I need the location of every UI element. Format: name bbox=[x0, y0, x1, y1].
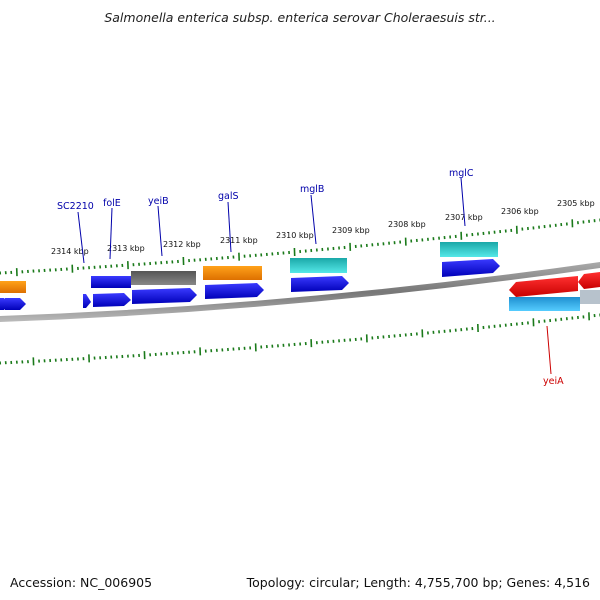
gene-label-folE: folE bbox=[103, 198, 121, 209]
gene-label-mglB: mglB bbox=[300, 184, 324, 195]
feature-yeiA bbox=[509, 276, 578, 297]
kbp-label-2314: 2314 kbp bbox=[51, 247, 89, 256]
gene-label-SC2210: SC2210 bbox=[57, 201, 94, 212]
feature-folE-upper bbox=[91, 276, 131, 288]
feature-orange-left-edge bbox=[0, 281, 26, 293]
reverse-features bbox=[509, 272, 600, 311]
outer-tick-ring bbox=[0, 218, 600, 277]
gene-label-yeiB: yeiB bbox=[148, 196, 169, 207]
genome-summary: Topology: circular; Length: 4,755,700 bp… bbox=[246, 575, 590, 590]
accession-label: Accession: NC_006905 bbox=[10, 575, 153, 590]
feature-folE bbox=[93, 293, 131, 307]
feature-galS-upper bbox=[203, 266, 262, 280]
kbp-label-2306: 2306 kbp bbox=[501, 207, 539, 216]
kbp-label-2311: 2311 kbp bbox=[220, 236, 258, 245]
feature-left-cds bbox=[5, 298, 26, 310]
feature-red-right-edge bbox=[578, 272, 600, 289]
leader-SC2210 bbox=[77, 211, 85, 264]
kbp-label-2312: 2312 kbp bbox=[163, 240, 201, 249]
gene-label-galS: galS bbox=[218, 191, 239, 202]
forward-cds bbox=[0, 259, 500, 310]
kbp-label-2313: 2313 kbp bbox=[107, 244, 145, 253]
leader-folE bbox=[109, 207, 113, 260]
feature-mglC bbox=[442, 259, 500, 277]
leader-galS bbox=[227, 201, 232, 253]
genome-title: Salmonella enterica subsp. enterica sero… bbox=[104, 10, 496, 25]
feature-yeiB-upper bbox=[131, 271, 196, 285]
feature-yeiA-lower bbox=[509, 297, 580, 311]
leader-yeiB bbox=[157, 205, 163, 257]
feature-yeiB bbox=[132, 288, 197, 304]
inner-tick-ring bbox=[0, 312, 600, 366]
feature-galS bbox=[205, 283, 264, 299]
gene-label-mglC: mglC bbox=[449, 168, 474, 179]
kbp-label-2305: 2305 kbp bbox=[557, 199, 595, 208]
leader-mglB bbox=[310, 194, 317, 245]
feature-mglC-upper bbox=[440, 242, 498, 257]
gene-leader-lines bbox=[77, 177, 552, 375]
gene-labels: SC2210 folE yeiB galS mglB mglC yeiA bbox=[57, 168, 564, 387]
feature-gray-right-edge bbox=[580, 290, 600, 304]
feature-SC2210 bbox=[83, 294, 91, 308]
leader-mglC bbox=[460, 177, 466, 227]
forward-features bbox=[0, 242, 498, 293]
genome-backbone bbox=[0, 262, 600, 322]
kbp-label-2308: 2308 kbp bbox=[388, 220, 426, 229]
gene-label-yeiA: yeiA bbox=[543, 376, 564, 387]
feature-mglB-upper bbox=[290, 258, 347, 273]
feature-mglB bbox=[291, 276, 349, 292]
kbp-scale: 2314 kbp 2313 kbp 2312 kbp 2311 kbp 2310… bbox=[51, 199, 595, 256]
kbp-label-2310: 2310 kbp bbox=[276, 231, 314, 240]
kbp-label-2309: 2309 kbp bbox=[332, 226, 370, 235]
leader-yeiA bbox=[546, 325, 552, 375]
